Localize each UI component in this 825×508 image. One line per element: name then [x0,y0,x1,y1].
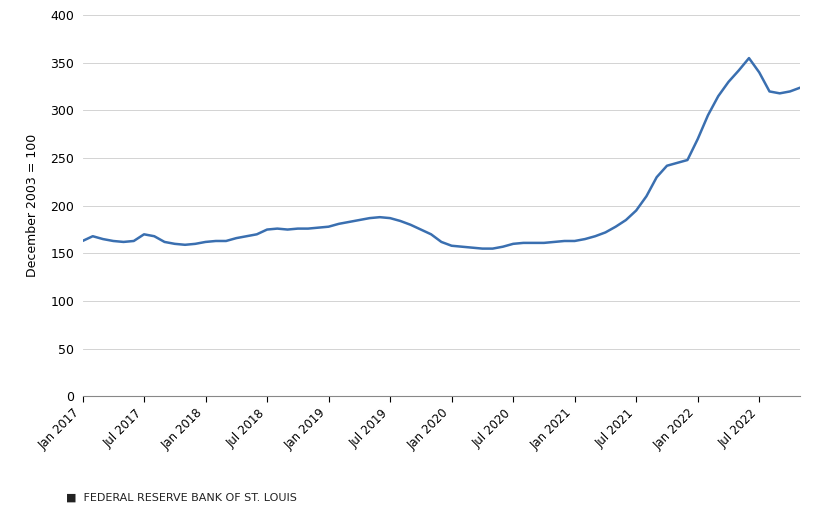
Y-axis label: December 2003 = 100: December 2003 = 100 [26,134,39,277]
Text: ■  FEDERAL RESERVE BANK OF ST. LOUIS: ■ FEDERAL RESERVE BANK OF ST. LOUIS [66,493,297,503]
